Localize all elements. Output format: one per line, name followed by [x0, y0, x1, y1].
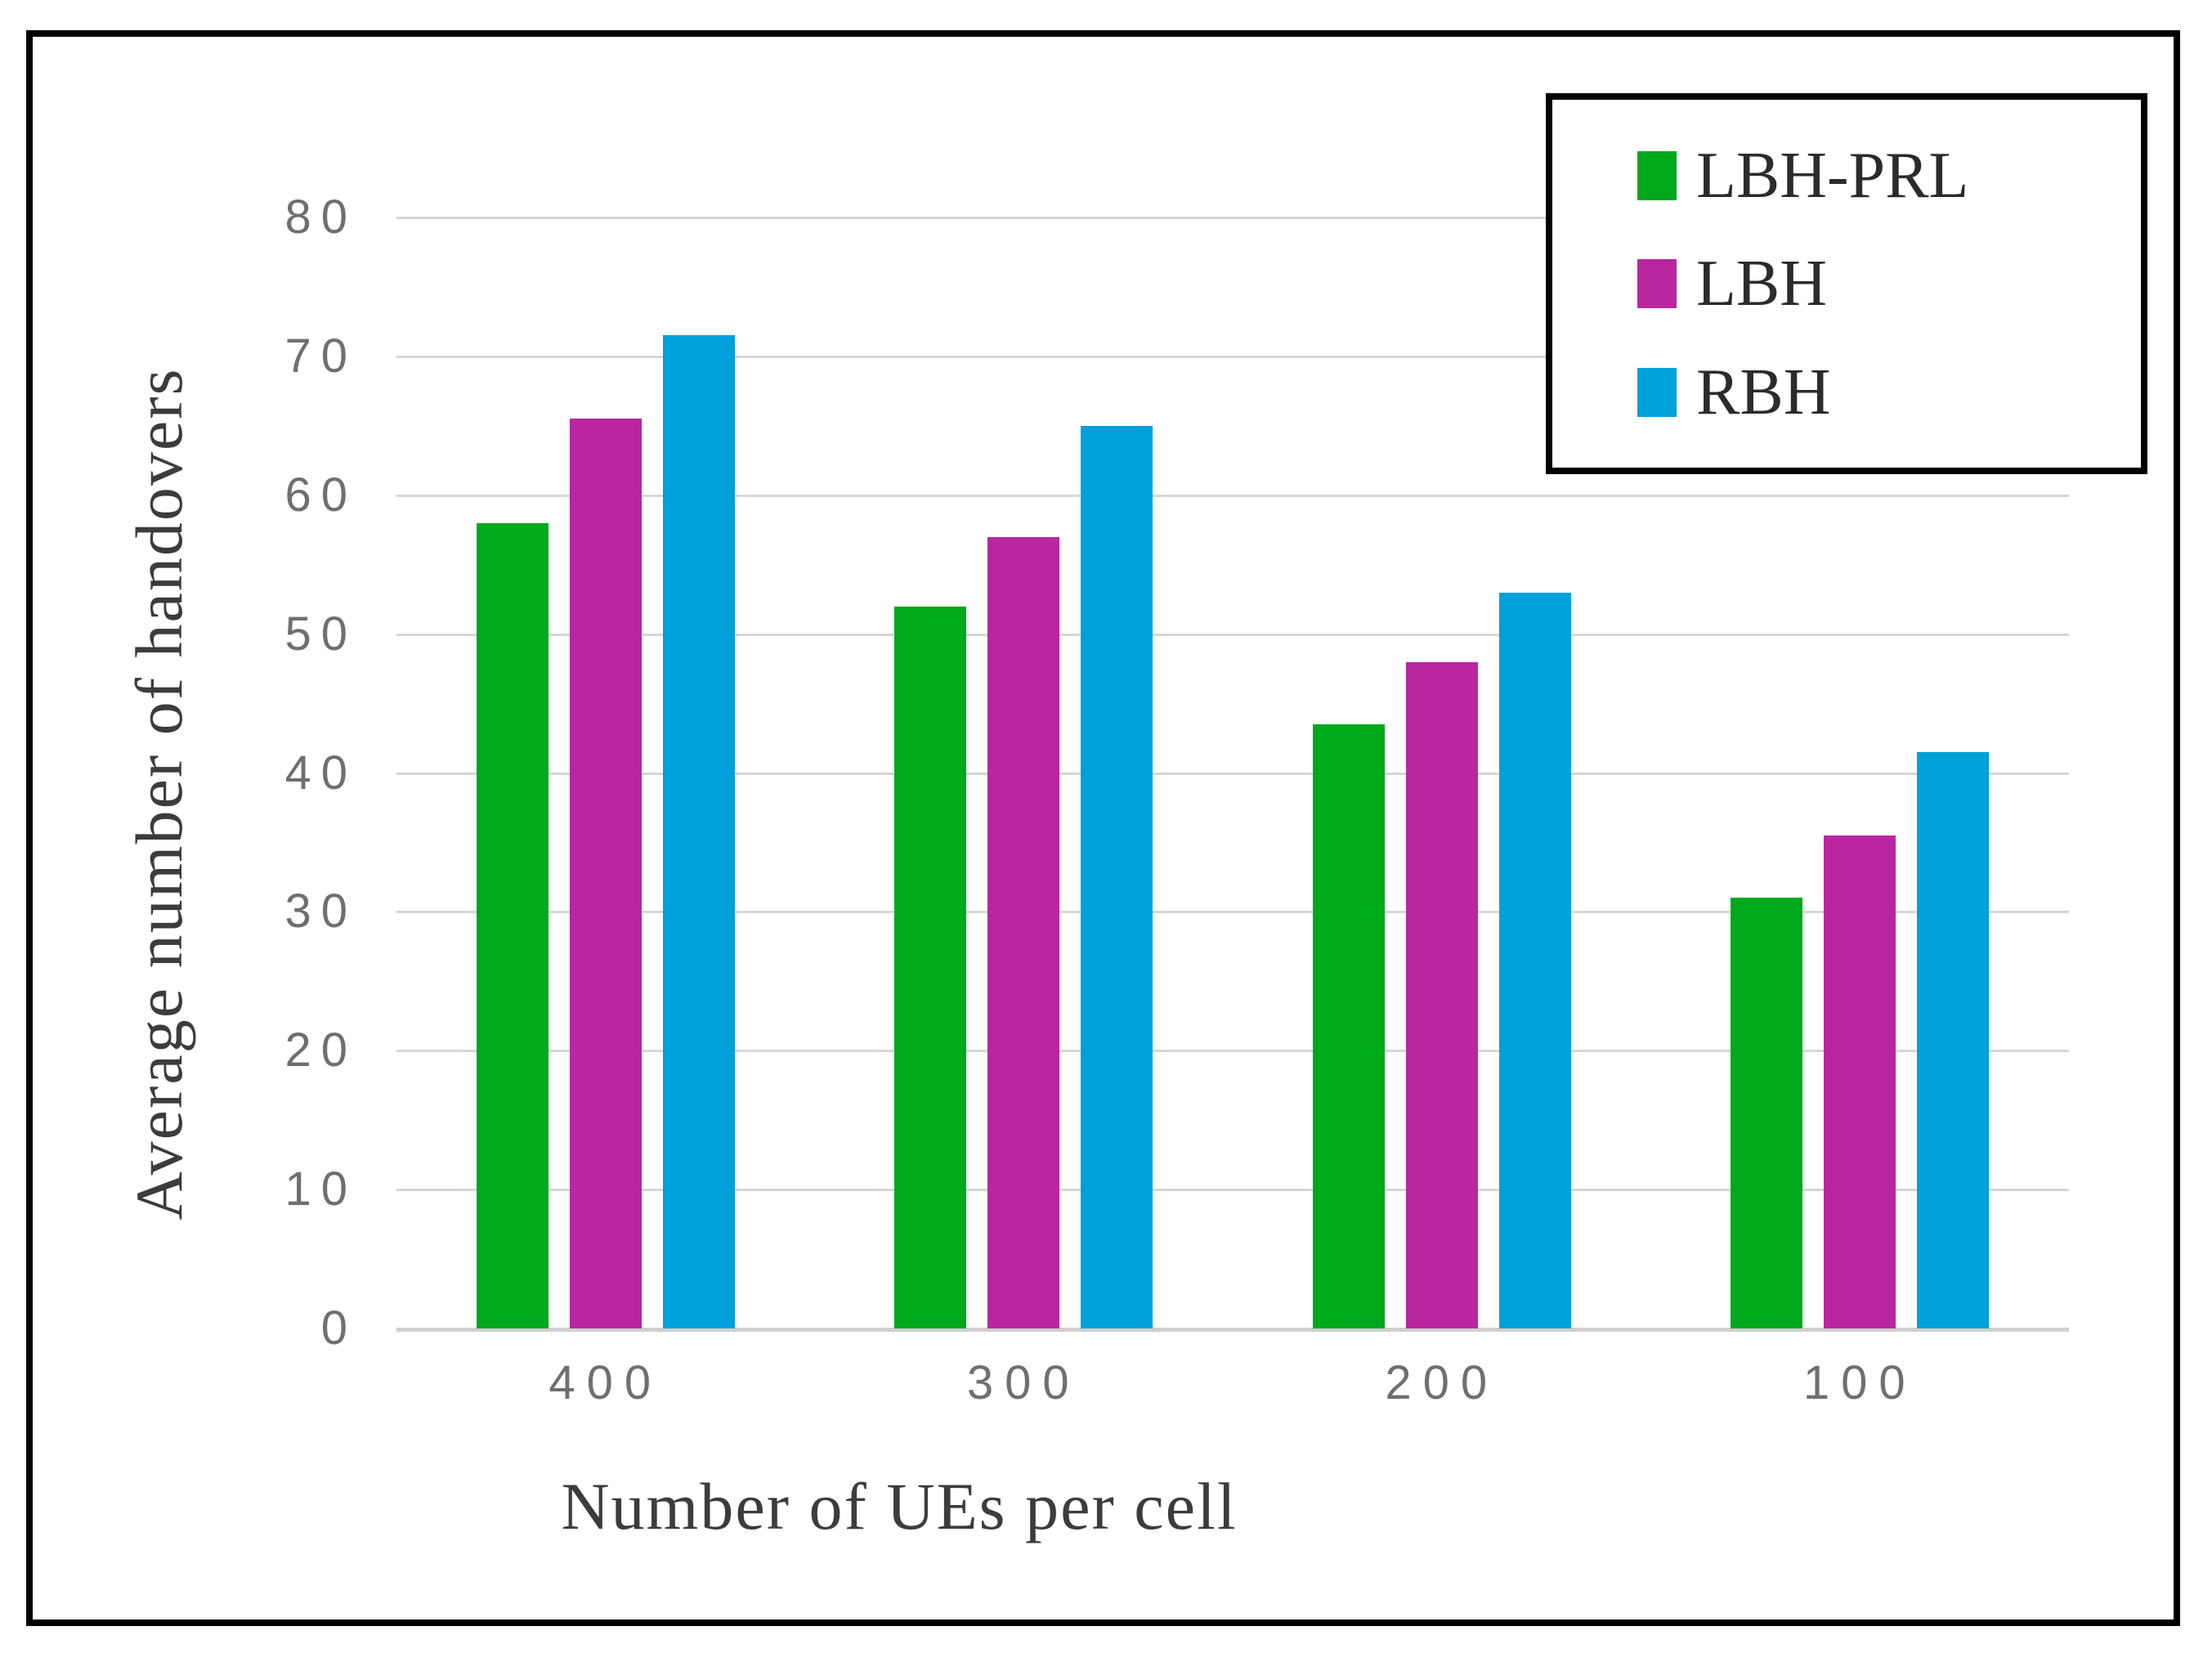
y-tick-label-60: 60: [284, 468, 357, 522]
bar-groups: [396, 217, 2069, 1328]
bar-LBH-PRL-100: [1731, 898, 1803, 1328]
legend-item-lbh-prl: LBH-PRL: [1637, 143, 2141, 208]
x-axis-title: Number of UEs per cell: [561, 1469, 1238, 1543]
bar-LBH-PRL-200: [1312, 724, 1385, 1328]
bar-LBH-300: [987, 536, 1060, 1328]
figure-border: [26, 30, 2180, 1626]
legend-item-lbh: LBH: [1637, 251, 2141, 316]
y-tick-label-30: 30: [284, 885, 357, 939]
x-tick-labels: 400 300 200 100: [396, 1351, 2069, 1416]
gridline-30: [396, 911, 2069, 914]
bar-RBH-200: [1498, 592, 1571, 1328]
y-tick-label-40: 40: [284, 746, 357, 800]
gridline-80: [396, 217, 2069, 219]
y-tick-labels: 0 10 20 30 40 50 60 70 80: [0, 190, 357, 1355]
gridline-20: [396, 1050, 2069, 1053]
bar-LBH-100: [1824, 835, 1896, 1328]
bar-LBH-PRL-400: [476, 522, 549, 1328]
bar-group-400: [396, 217, 815, 1328]
y-tick-label-0: 0: [320, 1301, 357, 1355]
legend-swatch-rbh: [1637, 367, 1677, 417]
y-tick-label-50: 50: [284, 607, 357, 661]
y-tick-label-70: 70: [284, 329, 357, 383]
gridline-70: [396, 355, 2069, 358]
y-tick-label-80: 80: [284, 190, 357, 244]
legend-label-rbh: RBH: [1696, 356, 1831, 428]
legend-swatch-lbh-prl: [1637, 150, 1677, 200]
bar-group-100: [1651, 217, 2070, 1328]
gridline-0: [396, 1328, 2069, 1332]
y-tick-label-10: 10: [284, 1163, 357, 1216]
bar-LBH-PRL-300: [894, 606, 967, 1328]
x-tick-label-100: 100: [1802, 1356, 1917, 1409]
legend-label-lbh-prl: LBH-PRL: [1696, 139, 1969, 212]
bar-LBH-200: [1405, 661, 1478, 1328]
gridline-60: [396, 494, 2069, 497]
bar-RBH-400: [662, 335, 735, 1328]
gridline-10: [396, 1189, 2069, 1192]
x-tick-label-400: 400: [549, 1356, 663, 1409]
legend-label-lbh: LBH: [1696, 248, 1827, 320]
legend-swatch-lbh: [1637, 259, 1677, 308]
plot-area: [396, 217, 2069, 1332]
bar-RBH-100: [1917, 752, 1990, 1328]
bar-LBH-400: [569, 419, 642, 1328]
legend-item-rbh: RBH: [1637, 360, 2141, 425]
bar-RBH-300: [1081, 425, 1153, 1328]
gridline-50: [396, 633, 2069, 636]
gridline-40: [396, 772, 2069, 775]
y-tick-label-20: 20: [284, 1024, 357, 1077]
x-tick-label-300: 300: [966, 1356, 1081, 1409]
bar-group-200: [1233, 217, 1651, 1328]
legend: LBH-PRL LBH RBH: [1546, 93, 2147, 474]
bar-group-300: [815, 217, 1234, 1328]
x-tick-label-200: 200: [1385, 1356, 1499, 1409]
